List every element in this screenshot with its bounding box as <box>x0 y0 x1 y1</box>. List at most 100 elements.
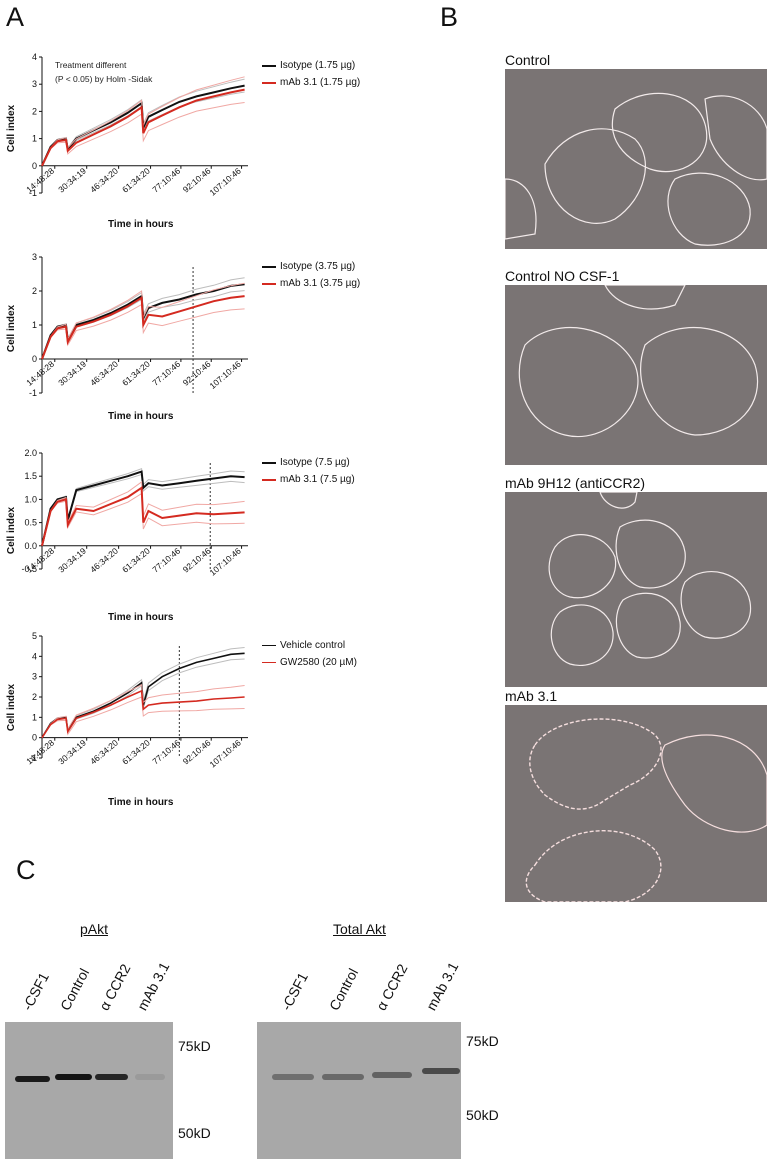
legend-swatch <box>262 266 276 268</box>
micrograph-label: Control <box>505 52 551 68</box>
x-tick-label: 107:10:46 <box>207 546 243 578</box>
legend: Isotype (1.75 µg) mAb 3.1 (1.75 µg) <box>262 57 360 91</box>
x-tick-label: 30:34:19 <box>56 546 88 575</box>
y-tick-label: -1 <box>29 753 37 763</box>
error-bound-line <box>41 696 245 738</box>
series-line <box>41 295 245 360</box>
legend-swatch <box>262 82 276 84</box>
panel-label-c: C <box>16 855 36 885</box>
y-axis-label: Cell index <box>6 506 18 555</box>
legend-item: Isotype (1.75 µg) <box>262 57 360 74</box>
blot-band <box>372 1072 412 1078</box>
blot-title-total-akt: Total Akt <box>333 921 386 937</box>
legend-label: Isotype (3.75 µg) <box>280 261 356 272</box>
panel-label-a: A <box>6 2 25 32</box>
legend-label: Isotype (1.75 µg) <box>280 60 356 71</box>
y-tick-label: 1 <box>32 712 37 722</box>
lane-label: mAb 3.1 <box>133 959 173 1013</box>
y-axis-label: Cell index <box>6 683 18 732</box>
y-tick-label: 4 <box>32 52 37 62</box>
legend-swatch <box>262 462 276 464</box>
y-tick-label: 0 <box>32 161 37 171</box>
error-bound-line <box>41 102 245 167</box>
blot-band <box>15 1076 50 1082</box>
micrograph-image <box>505 492 767 687</box>
x-tick-label: 61:34:20 <box>120 546 152 575</box>
y-axis-label: Cell index <box>6 304 18 353</box>
series-line <box>41 485 245 547</box>
y-tick-label: 0.5 <box>24 518 37 528</box>
x-tick-label: 77:10:46 <box>150 359 182 388</box>
x-tick-label: 77:10:46 <box>150 546 182 575</box>
y-tick-label: -0.5 <box>21 564 37 574</box>
y-tick-label: 0.0 <box>24 541 37 551</box>
legend-label: mAb 3.1 (1.75 µg) <box>280 77 361 88</box>
y-tick-label: 1.5 <box>24 471 37 481</box>
legend: Isotype (3.75 µg) mAb 3.1 (3.75 µg) <box>262 258 360 292</box>
legend-swatch <box>262 283 276 285</box>
kd-marker-75: 75kD <box>466 1033 499 1049</box>
micrograph-label: mAb 9H12 (antiCCR2) <box>505 475 646 491</box>
chart-1-annotation: Treatment different (P < 0.05) by Holm -… <box>55 58 152 86</box>
x-axis-label: Time in hours <box>108 219 174 230</box>
error-bound-line <box>41 282 245 360</box>
x-tick-label: 61:34:20 <box>120 166 152 195</box>
y-tick-label: 2 <box>32 286 37 296</box>
error-bound-line <box>41 492 245 546</box>
x-tick-label: 77:10:46 <box>150 737 182 766</box>
micrograph-image <box>505 285 767 465</box>
series-line <box>41 689 245 739</box>
lane-label: -CSF1 <box>277 969 311 1013</box>
legend-label: Vehicle control <box>280 640 346 651</box>
blot-band <box>135 1074 165 1080</box>
cell-outlines <box>525 718 767 902</box>
chart-2-svg: 3 2 1 0 -114:48:28 30:34:19 46:34:20 61:34:2077… <box>24 252 248 398</box>
y-tick-label: 0 <box>32 733 37 743</box>
lane-label: α CCR2 <box>95 961 134 1013</box>
legend: Vehicle control GW2580 (20 µM) <box>262 637 357 671</box>
series-line <box>41 84 245 167</box>
x-axis-label: Time in hours <box>108 612 174 623</box>
x-tick-label: 107:10:46 <box>207 737 243 769</box>
x-tick-label: 61:34:20 <box>120 737 152 766</box>
chart-4: 5 4 3 2 1 0 -1 14:48:28 30:34:19 46:34:20 61:34:20… <box>0 630 357 825</box>
series-line <box>41 88 245 167</box>
x-tick-label: 46:34:20 <box>88 166 120 195</box>
cell-outlines <box>505 92 767 246</box>
annotation-line-2: (P < 0.05) by Holm -Sidak <box>55 74 153 84</box>
legend-item: mAb 3.1 (3.75 µg) <box>262 275 360 292</box>
x-tick-label: 77:10:46 <box>150 166 182 195</box>
y-axis-label: Cell index <box>6 104 18 153</box>
micrograph-mab-3-1: mAb 3.1 <box>505 688 767 902</box>
blot-band <box>272 1074 314 1080</box>
legend: Isotype (7.5 µg) mAb 3.1 (7.5 µg) <box>262 454 355 488</box>
y-tick-label: 1 <box>32 134 37 144</box>
legend-swatch <box>262 65 276 67</box>
y-tick-label: 2.0 <box>24 448 37 458</box>
micrograph-control: Control <box>505 52 767 249</box>
legend-label: Isotype (7.5 µg) <box>280 457 350 468</box>
y-tick-label: 0 <box>32 354 37 364</box>
x-tick-label: 46:34:20 <box>88 359 120 388</box>
x-tick-label: 61:34:20 <box>120 359 152 388</box>
y-tick-label: -1 <box>29 388 37 398</box>
blot-title-pakt: pAkt <box>80 921 109 937</box>
micrograph-control-no-csf1: Control NO CSF-1 <box>505 268 767 465</box>
y-tick-label: 2 <box>32 692 37 702</box>
y-tick-label: 4 <box>32 651 37 661</box>
legend-swatch <box>262 645 276 646</box>
x-tick-label: 30:34:19 <box>56 359 88 388</box>
x-tick-label: 14:48:28 <box>24 737 56 766</box>
x-tick-label: 14:48:28 <box>24 359 56 388</box>
error-bound-line <box>41 303 245 360</box>
legend-swatch <box>262 479 276 481</box>
chart-3-svg: 2.01.51.00.50.0-0.514:48:28 30:34:19 46:34… <box>21 448 248 578</box>
blot-band <box>55 1074 92 1080</box>
x-tick-label: 107:10:46 <box>207 166 243 198</box>
micrograph-label: mAb 3.1 <box>505 688 558 704</box>
chart-2: 3 2 1 0 -1 14:48:28 30:34:19 46:34:20 61:34:20 77… <box>0 245 360 440</box>
lane-label: α CCR2 <box>372 961 411 1013</box>
legend-label: mAb 3.1 (7.5 µg) <box>280 474 355 485</box>
micrograph-label: Control NO CSF-1 <box>505 268 620 284</box>
legend-item: Vehicle control <box>262 637 357 654</box>
